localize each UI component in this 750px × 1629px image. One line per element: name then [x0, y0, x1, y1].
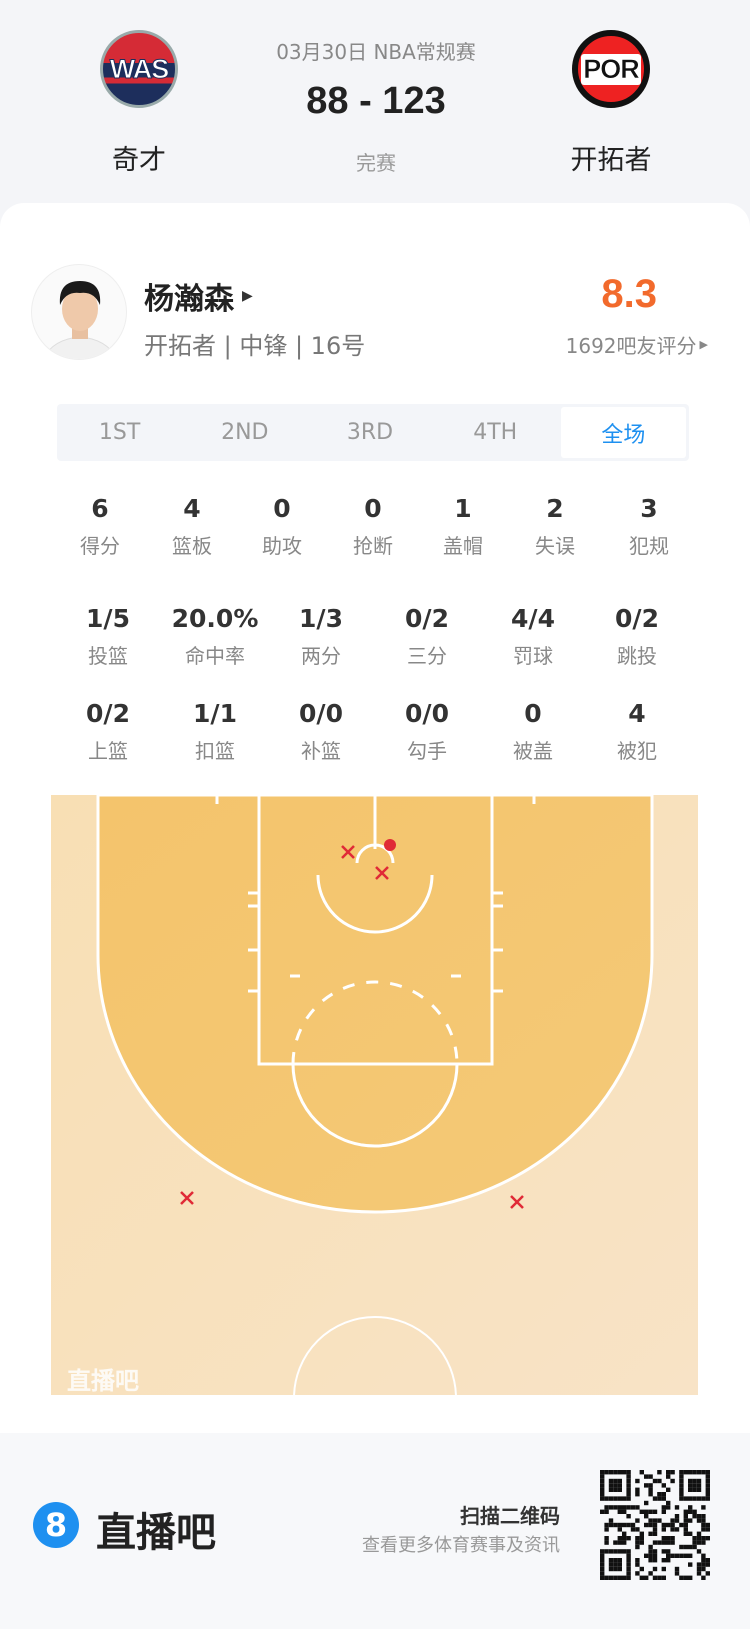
stat-label: 助攻: [262, 534, 302, 558]
player-rating: 8.3: [601, 272, 657, 316]
stat-value: 0/2: [86, 699, 130, 728]
caret-right-icon: ▶: [242, 288, 253, 304]
free-throw-circle-upper: [291, 980, 459, 1065]
qr-code[interactable]: [600, 1470, 710, 1580]
stat-label: 犯规: [629, 534, 669, 558]
home-team-name[interactable]: 奇才: [112, 145, 166, 176]
stat-value: 4: [183, 494, 201, 523]
stat-value: 0: [273, 494, 291, 523]
stat-value: 0/2: [615, 604, 659, 633]
caret-right-icon: ▶: [699, 338, 708, 351]
stat-label: 两分: [301, 644, 341, 668]
footer: [0, 1433, 750, 1629]
stat-label: 上篮: [88, 739, 128, 763]
lane: [257, 795, 494, 1066]
stat-value: 4/4: [511, 604, 555, 633]
stat-value: 0/0: [299, 699, 343, 728]
inner-arc: [316, 874, 434, 934]
stat-label: 罚球: [513, 644, 553, 668]
stat-label: 投篮: [88, 644, 128, 668]
stat-value: 2: [546, 494, 564, 523]
stat-value: 3: [640, 494, 658, 523]
scan-subtitle: 查看更多体育赛事及资讯: [362, 1535, 560, 1556]
stat-value: 1/1: [193, 699, 237, 728]
stat-label: 命中率: [185, 644, 245, 668]
three-point-line: [96, 795, 654, 1214]
stat-label: 失误: [535, 534, 575, 558]
stat-value: 6: [91, 494, 109, 523]
stat-label: 被犯: [617, 739, 657, 763]
stat-label: 勾手: [407, 739, 447, 763]
stat-value: 0/0: [405, 699, 449, 728]
por-team-logo[interactable]: POR: [572, 30, 650, 108]
stat-value: 4: [628, 699, 646, 728]
game-date-league: 03月30日 NBA常规赛: [276, 40, 476, 64]
tab-4th[interactable]: 4TH: [473, 420, 518, 445]
game-status: 完赛: [356, 151, 396, 175]
watermark: 直播吧: [67, 1367, 139, 1395]
rating-count: 1692吧友评分: [565, 334, 697, 358]
stat-label: 抢断: [353, 534, 393, 558]
shot-missed-marker: [180, 1191, 194, 1205]
shot-missed-marker: [510, 1195, 524, 1209]
was-team-logo[interactable]: WAS: [100, 30, 178, 108]
stat-label: 被盖: [513, 739, 553, 763]
player-photo-icon: [42, 281, 118, 359]
shot-made-marker: [384, 839, 396, 851]
shot-missed-marker: [375, 866, 389, 880]
player-info: 开拓者 | 中锋 | 16号: [144, 332, 366, 360]
stat-value: 0/2: [405, 604, 449, 633]
free-throw-circle-lower: [291, 1063, 459, 1148]
player-name-link[interactable]: 杨瀚森 ▶: [144, 274, 253, 318]
baseline-ticks: [215, 795, 536, 804]
stat-label: 得分: [80, 534, 120, 558]
stat-label: 三分: [407, 644, 447, 668]
away-team-name[interactable]: 开拓者: [570, 145, 652, 176]
stat-value: 1/5: [86, 604, 130, 633]
stat-value: 20.0%: [171, 604, 259, 633]
stat-label: 盖帽: [443, 534, 483, 558]
stat-value: 0: [364, 494, 382, 523]
player-avatar[interactable]: [31, 264, 127, 360]
court-svg: [51, 795, 698, 1395]
center-circle: [293, 1316, 457, 1395]
lane-hash-marks: [248, 891, 503, 993]
rating-count-link[interactable]: 1692吧友评分 ▶: [566, 330, 708, 359]
shot-chart: 直播吧: [51, 795, 698, 1395]
game-score: 88 - 123: [306, 80, 446, 122]
stat-value: 0: [524, 699, 542, 728]
stat-label: 扣篮: [195, 739, 235, 763]
scan-title: 扫描二维码: [460, 1504, 560, 1528]
tab-1st[interactable]: 1ST: [98, 420, 141, 445]
brand-name: 直播吧: [96, 1510, 216, 1556]
stat-value: 1/3: [299, 604, 343, 633]
stat-label: 补篮: [301, 739, 341, 763]
brand-logo-icon: 8: [33, 1502, 79, 1548]
tab-full-game[interactable]: 全场: [560, 407, 687, 458]
player-name: 杨瀚森: [144, 282, 234, 317]
tab-3rd[interactable]: 3RD: [346, 420, 394, 445]
stat-value: 1: [454, 494, 472, 523]
shot-missed-marker: [341, 845, 355, 859]
restricted-arc: [355, 843, 395, 864]
stat-label: 篮板: [172, 534, 212, 558]
tab-2nd[interactable]: 2ND: [221, 420, 269, 445]
por-abbr: POR: [581, 53, 641, 85]
period-tabs: 1ST 2ND 3RD 4TH 全场: [57, 404, 689, 461]
stat-label: 跳投: [617, 644, 657, 668]
